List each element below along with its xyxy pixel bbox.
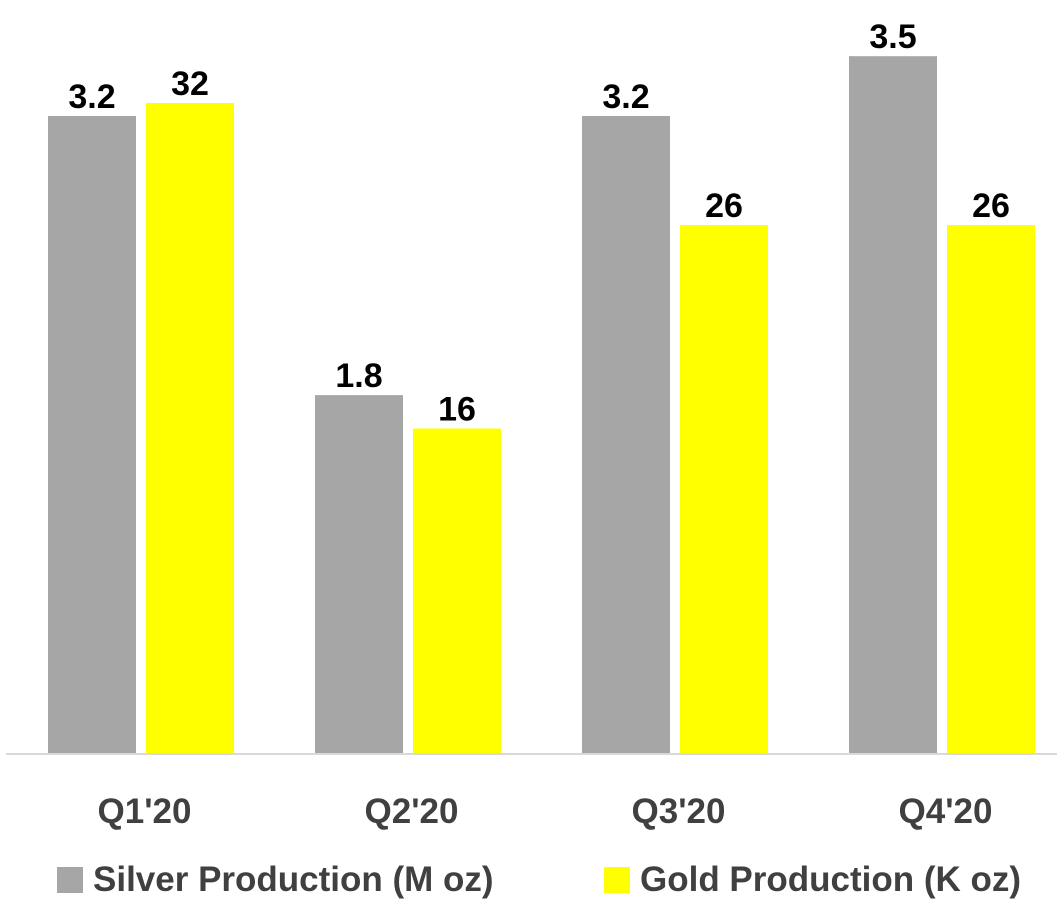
legend-item-silver: Silver Production (M oz)	[57, 858, 494, 902]
bar-silver-1	[48, 116, 136, 754]
x-tick-label-3: Q3'20	[632, 792, 726, 831]
legend-swatch-gold	[604, 867, 630, 893]
bar-silver-4	[849, 56, 937, 754]
legend-label-gold: Gold Production (K oz)	[640, 860, 1022, 899]
x-tick-labels-layer: Q1'20 Q2'20 Q3'20 Q4'20	[98, 792, 993, 831]
data-label-gold-2: 16	[438, 391, 476, 429]
data-label-silver-4: 3.5	[869, 18, 916, 56]
bar-gold-4	[947, 225, 1035, 754]
data-labels-layer: 3.2 32 1.8 16 3.2 26 3.5 26	[68, 18, 1010, 428]
bar-gold-2	[413, 428, 501, 754]
data-label-gold-4: 26	[972, 187, 1010, 225]
legend: Silver Production (M oz) Gold Production…	[0, 858, 1063, 902]
data-label-silver-2: 1.8	[335, 357, 382, 395]
bar-silver-2	[315, 395, 403, 754]
legend-item-gold: Gold Production (K oz)	[604, 858, 1021, 902]
x-tick-label-4: Q4'20	[899, 792, 993, 831]
bar-chart: 3.2 32 1.8 16 3.2 26 3.5 26 Q1'20 Q2'20 Q3'20 Q4'2…	[6, 18, 1057, 831]
legend-label-silver: Silver Production (M oz)	[93, 860, 494, 899]
data-label-gold-1: 32	[171, 65, 209, 103]
legend-swatch-silver	[57, 867, 83, 893]
bars-layer	[48, 56, 1035, 754]
bar-gold-1	[146, 103, 234, 754]
data-label-silver-3: 3.2	[602, 78, 649, 116]
x-tick-label-2: Q2'20	[365, 792, 459, 831]
bar-silver-3	[582, 116, 670, 754]
data-label-silver-1: 3.2	[68, 78, 115, 116]
data-label-gold-3: 26	[705, 187, 743, 225]
bar-gold-3	[680, 225, 768, 754]
x-tick-label-1: Q1'20	[98, 792, 192, 831]
